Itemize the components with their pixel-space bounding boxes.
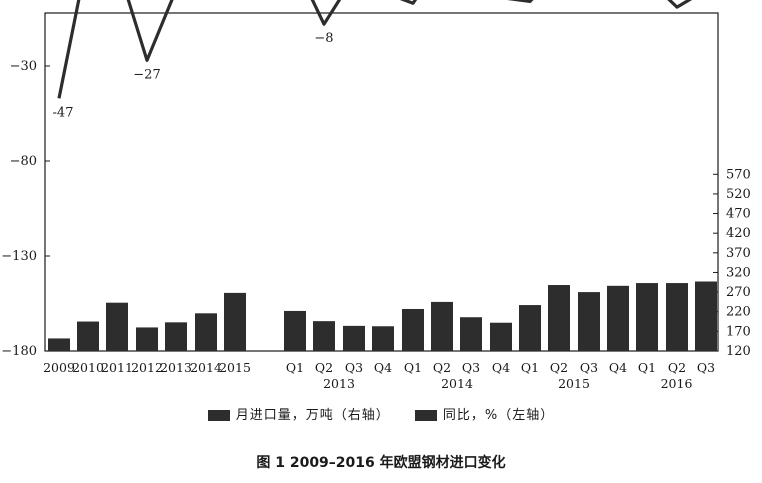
bar xyxy=(460,317,482,351)
line-annual xyxy=(57,0,174,99)
right-axis-tick-label: 420 xyxy=(726,226,751,241)
bar xyxy=(578,292,600,351)
legend-item-bar: 月进口量，万吨（右轴） xyxy=(207,404,390,423)
bar xyxy=(48,338,70,351)
x-tick-label: Q1 xyxy=(404,360,422,375)
x-tick-label: Q1 xyxy=(638,360,656,375)
x-tick-label: 2014 xyxy=(190,360,222,375)
x-year-group-label: 2014 xyxy=(441,376,473,391)
point-labels: -472924−2710122324−8173266448110 xyxy=(53,0,682,120)
bar xyxy=(636,283,658,351)
bar xyxy=(195,313,217,351)
x-tick-label: 2009 xyxy=(43,360,75,375)
right-axis-tick-label: 570 xyxy=(726,167,751,182)
x-tick-label: Q3 xyxy=(697,360,715,375)
right-axis-tick-label: 120 xyxy=(726,344,751,359)
x-year-group-label: 2016 xyxy=(661,376,693,391)
right-axis-tick-label: 170 xyxy=(726,324,751,339)
bar xyxy=(519,305,541,351)
x-year-group-label: 2015 xyxy=(558,376,590,391)
right-axis-tick-label: 520 xyxy=(726,187,751,202)
x-tick-label: 2015 xyxy=(219,360,251,375)
x-year-group-label: 2013 xyxy=(323,376,355,391)
point-label: 1 xyxy=(673,0,681,1)
x-tick-label: 2010 xyxy=(72,360,104,375)
point-label: −8 xyxy=(314,31,333,46)
bar xyxy=(548,285,570,351)
figure-caption: 图 1 2009–2016 年欧盟钢材进口变化 xyxy=(256,455,506,471)
left-axis-tick-label: −80 xyxy=(10,154,37,169)
point-label: −27 xyxy=(133,67,160,82)
legend-item-line: 同比，%（左轴） xyxy=(414,404,555,423)
bar xyxy=(77,321,99,351)
x-tick-label: Q3 xyxy=(580,360,598,375)
x-tick-label: 2011 xyxy=(101,360,133,375)
bar xyxy=(343,325,365,351)
x-tick-label: Q2 xyxy=(668,360,686,375)
legend-swatch-line xyxy=(414,410,437,421)
x-tick-label: Q3 xyxy=(345,360,363,375)
bar xyxy=(431,301,453,351)
bar xyxy=(165,322,187,351)
right-axis-tick-label: 470 xyxy=(726,207,751,222)
left-axis: 7020−30−80−130−180 xyxy=(1,59,50,359)
bar xyxy=(402,308,424,351)
x-tick-label: Q1 xyxy=(521,360,539,375)
left-axis-tick-label: −30 xyxy=(10,59,37,74)
legend-label-bar: 月进口量，万吨（右轴） xyxy=(235,408,390,423)
x-tick-label: Q2 xyxy=(550,360,568,375)
bar xyxy=(695,281,717,351)
bar xyxy=(607,285,629,351)
line-series xyxy=(57,0,693,99)
bar xyxy=(490,322,512,351)
chart-area: 7020−30−80−130−180 570520470420370320270… xyxy=(1,0,751,391)
bar xyxy=(136,327,158,351)
legend-swatch-bar xyxy=(207,410,230,421)
point-label: -47 xyxy=(53,105,74,120)
right-axis: 570 520 470 420 370 320 270 220 170 120 xyxy=(713,167,751,359)
x-tick-label: Q4 xyxy=(609,360,627,375)
x-tick-label: Q1 xyxy=(286,360,304,375)
legend-label-line: 同比，%（左轴） xyxy=(442,408,555,423)
bar xyxy=(372,326,394,351)
x-tick-label: 2013 xyxy=(160,360,192,375)
x-tick-label: Q2 xyxy=(315,360,333,375)
bar-series xyxy=(48,281,717,351)
x-tick-label: 2012 xyxy=(131,360,163,375)
line-quarterly xyxy=(310,0,693,26)
bar xyxy=(313,321,335,351)
right-axis-tick-label: 320 xyxy=(726,265,751,280)
x-tick-label: Q4 xyxy=(374,360,392,375)
x-tick-label: Q3 xyxy=(462,360,480,375)
bar xyxy=(106,302,128,351)
x-tick-label: Q4 xyxy=(492,360,510,375)
right-axis-tick-label: 220 xyxy=(726,305,751,320)
bar xyxy=(224,292,246,351)
left-axis-tick-label: −180 xyxy=(1,344,37,359)
legend: 月进口量，万吨（右轴） 同比，%（左轴） xyxy=(0,404,762,423)
right-axis-tick-label: 370 xyxy=(726,246,751,261)
left-axis-tick-label: −130 xyxy=(1,249,37,264)
x-tick-label: Q2 xyxy=(433,360,451,375)
right-axis-tick-label: 270 xyxy=(726,285,751,300)
bar xyxy=(666,283,688,351)
bar xyxy=(284,310,306,351)
